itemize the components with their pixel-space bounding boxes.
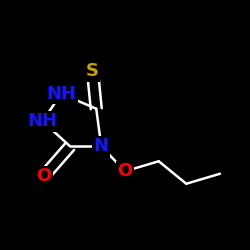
Text: NH: NH bbox=[46, 85, 76, 103]
Text: N: N bbox=[94, 137, 109, 155]
Text: NH: NH bbox=[28, 112, 58, 130]
Text: O: O bbox=[118, 162, 132, 180]
Text: O: O bbox=[36, 167, 52, 185]
Text: S: S bbox=[86, 62, 99, 80]
